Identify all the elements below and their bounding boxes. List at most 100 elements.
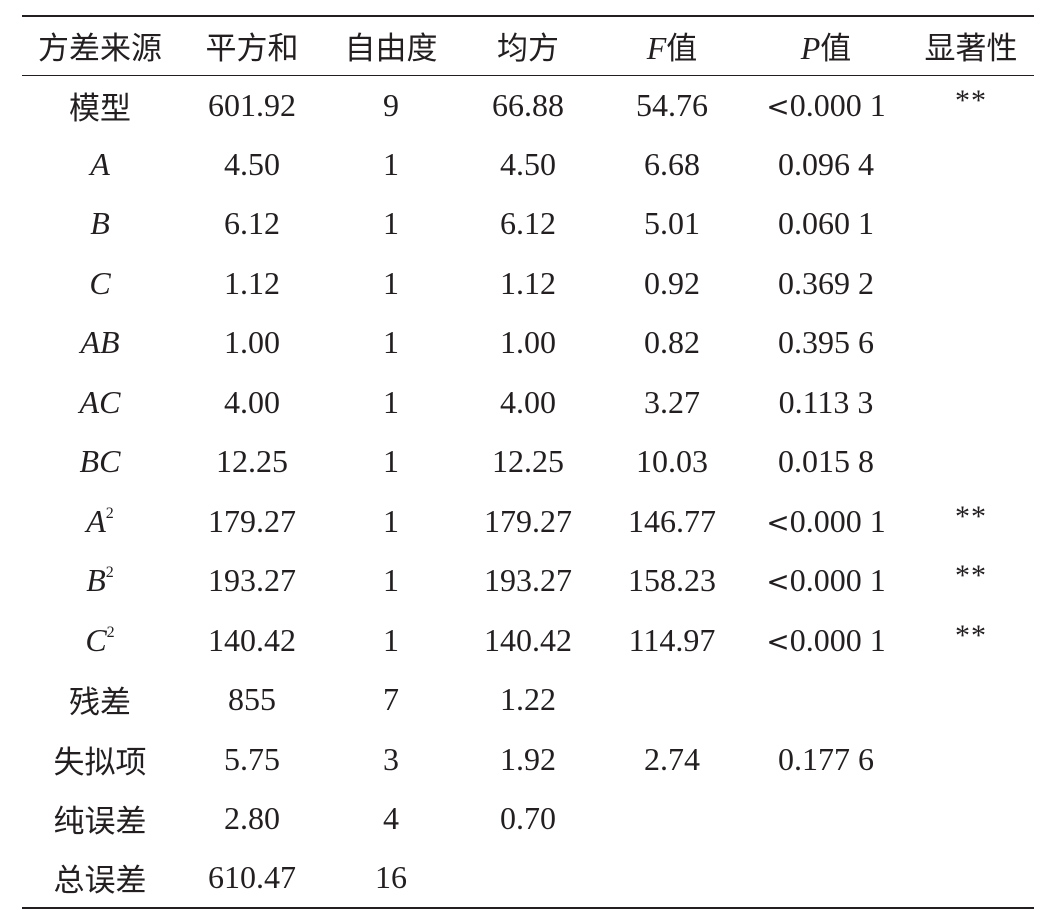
cell-source: A2 <box>22 492 178 552</box>
source-label: B <box>86 562 106 599</box>
p-value-text: 0.177 6 <box>778 740 874 777</box>
cell-source: 总误差 <box>22 848 178 909</box>
cell-f-value: 0.82 <box>644 324 700 361</box>
cell-f-value <box>600 670 744 730</box>
source-label: 失拟项 <box>53 744 147 781</box>
table-row: 失拟项 5.75 3 1.92 2.74 0.177 6 <box>22 730 1034 790</box>
cell-degrees-of-freedom: 1 <box>383 383 399 420</box>
cell-p-value <box>744 789 908 849</box>
header-p-value: P值 <box>744 15 908 76</box>
cell-source: AC <box>22 373 178 433</box>
source-exponent: 2 <box>106 623 115 641</box>
cell-f-value: 3.27 <box>644 383 700 420</box>
p-value-text: 0.000 1 <box>789 621 886 658</box>
cell-mean-square: 1.92 <box>500 740 556 777</box>
header-significance: 显著性 <box>908 15 1034 76</box>
source-exponent: 2 <box>105 504 114 522</box>
header-label: 自由度 <box>344 31 438 68</box>
cell-degrees-of-freedom: 1 <box>383 502 399 539</box>
cell-mean-square: 1.22 <box>500 681 556 718</box>
header-variable-symbol: P <box>800 30 821 67</box>
cell-mean-square: 12.25 <box>492 443 564 480</box>
source-label: 残差 <box>69 685 131 722</box>
cell-mean-square: 0.70 <box>500 800 556 837</box>
table-row: AC 4.00 1 4.00 3.27 0.113 3 <box>22 373 1034 433</box>
cell-f-value: 2.74 <box>644 740 700 777</box>
source-label: A <box>90 145 110 182</box>
cell-sum-of-squares: 1.12 <box>224 264 280 301</box>
cell-source: C <box>22 254 178 314</box>
cell-degrees-of-freedom: 1 <box>383 205 399 242</box>
p-value-text: 0.015 8 <box>778 443 874 480</box>
cell-degrees-of-freedom: 16 <box>326 848 456 909</box>
cell-degrees-of-freedom: 1 <box>383 443 399 480</box>
cell-sum-of-squares: 179.27 <box>208 502 296 539</box>
cell-p-value: <0.000 1 <box>744 551 908 611</box>
cell-degrees-of-freedom: 1 <box>383 264 399 301</box>
cell-significance: ** <box>908 551 1034 611</box>
table-row: A 4.50 1 4.50 6.68 0.096 4 <box>22 135 1034 195</box>
cell-f-value: 114.97 <box>628 621 716 658</box>
header-variable-symbol: F <box>646 30 667 67</box>
cell-mean-square: 193.27 <box>484 562 572 599</box>
cell-p-value: 0.113 3 <box>744 373 908 433</box>
cell-f-value: 10.03 <box>636 443 708 480</box>
cell-sum-of-squares: 855 <box>228 681 276 718</box>
table-row: 残差 855 7 1.22 <box>22 670 1034 730</box>
cell-source: C2 <box>22 611 178 671</box>
p-value-text: 0.000 1 <box>789 502 886 539</box>
cell-p-value: 0.015 8 <box>744 432 908 492</box>
cell-significance <box>908 194 1034 254</box>
source-label: A <box>86 502 106 539</box>
cell-p-value: 0.060 1 <box>744 194 908 254</box>
header-label: 方差来源 <box>38 31 162 68</box>
cell-degrees-of-freedom: 3 <box>383 740 399 777</box>
cell-f-value <box>600 789 744 849</box>
cell-significance <box>908 373 1034 433</box>
table-row: 纯误差 2.80 4 0.70 <box>22 789 1034 849</box>
table-row: AB 1.00 1 1.00 0.82 0.395 6 <box>22 313 1034 373</box>
cell-sum-of-squares: 4.00 <box>224 383 280 420</box>
header-sum-of-squares: 平方和 <box>178 15 326 76</box>
cell-f-value <box>600 848 744 909</box>
cell-significance <box>908 135 1034 195</box>
cell-p-value: 0.177 6 <box>744 730 908 790</box>
cell-f-value: 54.76 <box>636 86 708 123</box>
p-value-text: 0.096 4 <box>778 145 874 182</box>
cell-degrees-of-freedom: 1 <box>383 324 399 361</box>
less-than-symbol: < <box>766 89 790 123</box>
anova-table: 方差来源 平方和 自由度 均方 F值 P值 显著性 模型 601.92 9 66.88 54.76 <… <box>22 15 1034 909</box>
cell-mean-square <box>456 848 600 909</box>
cell-mean-square: 4.00 <box>500 383 556 420</box>
table-row: C2 140.42 1 140.42 114.97 <0.000 1 ** <box>22 611 1034 671</box>
source-label: 总误差 <box>53 863 147 900</box>
cell-mean-square: 66.88 <box>492 86 564 123</box>
source-label: C <box>85 621 107 658</box>
p-value-text: 0.060 1 <box>778 205 874 242</box>
cell-source: 纯误差 <box>22 789 178 849</box>
table-row: 总误差 610.47 16 <box>22 848 1034 909</box>
cell-p-value: 0.096 4 <box>744 135 908 195</box>
cell-significance <box>908 848 1034 909</box>
cell-sum-of-squares: 193.27 <box>208 562 296 599</box>
cell-sum-of-squares: 5.75 <box>224 740 280 777</box>
cell-degrees-of-freedom: 7 <box>383 681 399 718</box>
less-than-symbol: < <box>766 565 790 599</box>
cell-sum-of-squares: 12.25 <box>216 443 288 480</box>
header-label: 值 <box>666 31 698 68</box>
table-row: 模型 601.92 9 66.88 54.76 <0.000 1 ** <box>22 75 1034 135</box>
p-value-text: 0.395 6 <box>778 324 874 361</box>
cell-p-value <box>744 848 908 909</box>
cell-p-value: <0.000 1 <box>744 75 908 135</box>
cell-degrees-of-freedom: 1 <box>383 145 399 182</box>
cell-mean-square: 1.12 <box>500 264 556 301</box>
cell-significance: ** <box>908 492 1034 552</box>
anova-table-container: 方差来源 平方和 自由度 均方 F值 P值 显著性 模型 601.92 9 66.88 54.76 <… <box>22 15 1034 909</box>
p-value-text: 0.113 3 <box>778 383 874 420</box>
header-row: 方差来源 平方和 自由度 均方 F值 P值 显著性 <box>22 15 1034 76</box>
p-value-text: 0.000 1 <box>789 86 886 123</box>
cell-source: B2 <box>22 551 178 611</box>
header-label: 显著性 <box>924 31 1018 68</box>
source-exponent: 2 <box>105 564 114 582</box>
cell-sum-of-squares: 140.42 <box>208 621 296 658</box>
